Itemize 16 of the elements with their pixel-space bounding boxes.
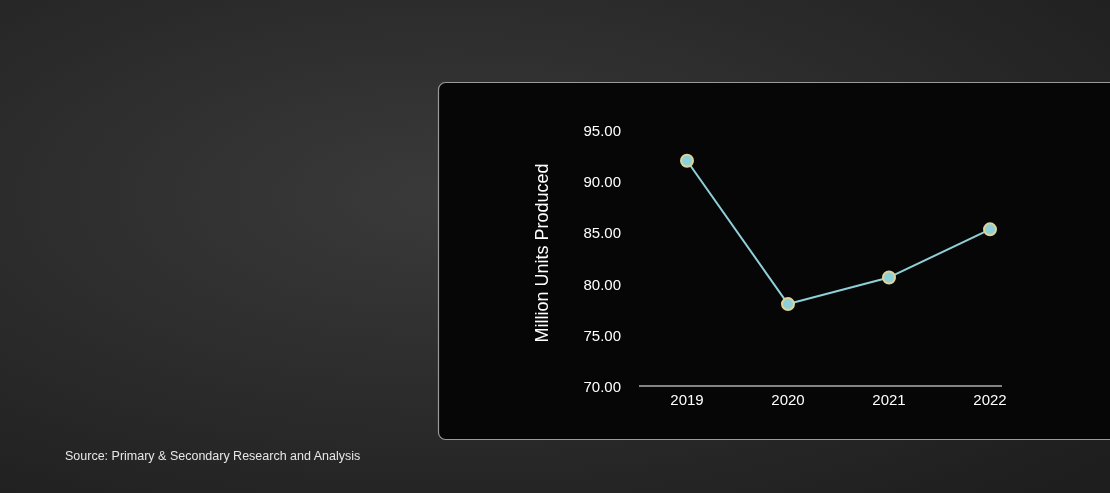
y-tick-label: 70.00	[583, 377, 621, 395]
y-axis-title: Million Units Produced	[532, 163, 552, 343]
y-tick-label: 85.00	[583, 223, 621, 241]
point	[680, 153, 694, 168]
point	[882, 270, 896, 285]
y-tick-label: 90.00	[583, 172, 621, 190]
source-note: Source: Primary & Secondary Research and Analysis	[65, 449, 361, 463]
x-tick-label: 2021	[872, 390, 906, 408]
point	[781, 297, 795, 312]
x-tick-label: 2020	[771, 390, 805, 408]
y-tick-label: 75.00	[583, 326, 621, 344]
x-tick-label: 2019	[670, 390, 704, 408]
y-tick-label: 80.00	[583, 275, 621, 293]
point	[983, 222, 997, 237]
x-tick-label: 2022	[973, 390, 1007, 408]
y-tick-label: 95.00	[583, 121, 621, 139]
